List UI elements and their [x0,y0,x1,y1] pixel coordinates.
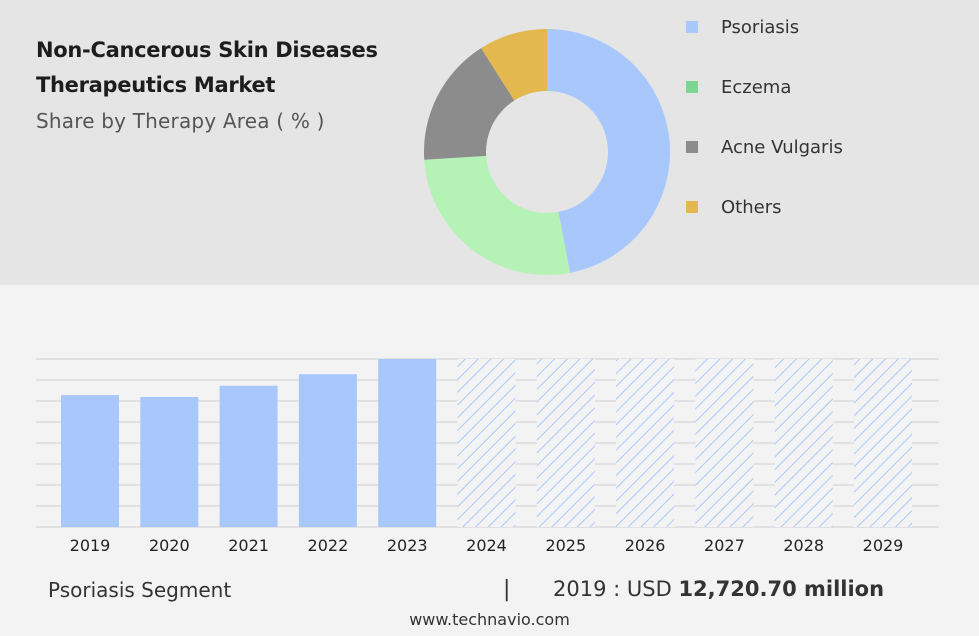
x-tick-label: 2026 [625,536,666,555]
legend-swatch [686,141,698,153]
bar-series [61,359,912,527]
bar-2023 [378,359,437,527]
donut-chart [424,29,670,275]
bar-2022 [298,374,357,527]
forecast-bar-2027 [695,359,754,527]
legend-item: Acne Vulgaris [686,135,843,159]
segment-label: Psoriasis Segment [48,578,232,602]
chart-title: Non-Cancerous Skin Diseases Therapeutics… [36,38,378,97]
bar-2019 [61,395,119,527]
legend-label: Psoriasis [721,16,800,38]
legend-item: Psoriasis [686,15,799,39]
forecast-bar-2025 [536,359,595,527]
footer-separator: | [503,577,511,602]
x-axis-labels: 2019 2020 2021 2022 2023 2024 2025 2026 2027 2028… [70,536,904,555]
x-tick-label: 2019 [70,536,111,555]
legend-label: Eczema [721,76,792,98]
legend-label: Others [721,196,782,218]
legend-label: Acne Vulgaris [721,136,843,158]
legend-swatch [686,201,698,213]
x-tick-label: 2023 [387,536,428,555]
legend-item: Eczema [686,75,791,99]
x-tick-label: 2020 [149,536,190,555]
forecast-bar-2026 [616,359,675,527]
bar-2021 [219,385,278,527]
segment-value: 2019 : USD 12,720.70 million [553,577,884,601]
donut-slice-psoriasis [547,29,670,273]
x-tick-label: 2025 [545,536,586,555]
x-tick-label: 2024 [466,536,507,555]
forecast-bar-2024 [457,359,516,527]
forecast-bar-2029 [854,359,912,527]
x-tick-label: 2029 [863,536,904,555]
legend-swatch [686,81,698,93]
source-url: www.technavio.com [409,610,570,629]
x-tick-label: 2022 [308,536,349,555]
chart-subtitle: Share by Therapy Area ( % ) [36,109,325,133]
segment-value-amount: 12,720.70 million [678,577,885,601]
segment-year-label: 2019 : USD [553,577,672,601]
bar-chart: 2019 2020 2021 2022 2023 2024 2025 2026 2027 2028… [36,358,939,555]
x-tick-label: 2021 [228,536,269,555]
legend-swatch [686,21,698,33]
bar-2020 [140,396,199,527]
x-tick-label: 2027 [704,536,745,555]
legend-item: Others [686,195,782,219]
x-tick-label: 2028 [783,536,824,555]
forecast-bar-2028 [774,359,833,527]
donut-slice-others [481,29,547,101]
donut-slice-acne-vulgaris [424,48,515,160]
donut-slice-eczema [424,155,571,275]
